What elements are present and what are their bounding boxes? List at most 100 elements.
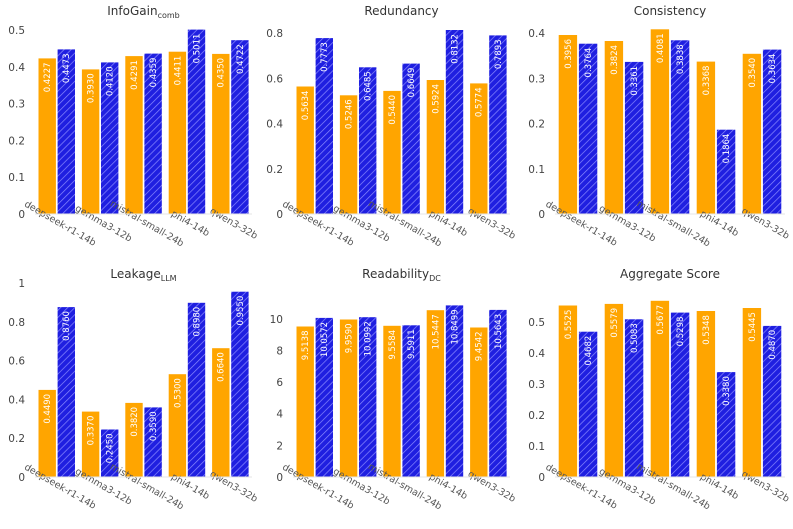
bar-value-label: 0.4359 bbox=[149, 58, 159, 88]
bar-value-label: 0.5677 bbox=[656, 305, 666, 335]
bar-series-b bbox=[101, 62, 119, 215]
y-tick-label: 0 bbox=[538, 472, 545, 484]
bar-series-a bbox=[650, 29, 670, 214]
bar-value-label: 0.4411 bbox=[173, 56, 183, 86]
bar-value-label: 0.3820 bbox=[130, 407, 140, 437]
bar-value-label: 0.7893 bbox=[494, 39, 504, 69]
bar-series-a bbox=[604, 41, 624, 214]
y-tick-label: 0.4 bbox=[8, 394, 25, 406]
bar-series-b bbox=[57, 307, 75, 477]
y-tick-label: 0 bbox=[276, 472, 283, 484]
y-tick-label: 0.1 bbox=[528, 164, 545, 176]
bar-series-b bbox=[359, 317, 377, 477]
bar-series-b bbox=[624, 319, 644, 477]
bar-series-b bbox=[670, 40, 690, 214]
bar-series-a bbox=[38, 58, 56, 215]
y-tick-label: 0.3 bbox=[8, 99, 25, 111]
bar-value-label: 0.4473 bbox=[62, 53, 72, 83]
bar-value-label: 10.5643 bbox=[494, 314, 504, 349]
y-tick-label: 8 bbox=[276, 345, 283, 357]
bar-value-label: 0.4490 bbox=[43, 394, 53, 424]
bar-series-a bbox=[742, 53, 762, 214]
y-tick-label: 0.8 bbox=[8, 317, 25, 329]
bar-value-label: 0.5525 bbox=[564, 310, 574, 340]
bar-value-label: 0.5924 bbox=[431, 84, 441, 114]
bar-value-label: 10.5447 bbox=[431, 314, 441, 349]
bar-value-label: 0.5298 bbox=[676, 317, 686, 347]
panel-title: Redundancy bbox=[364, 4, 438, 18]
bar-series-b bbox=[101, 429, 119, 477]
y-tick-label: 0.4 bbox=[266, 119, 283, 131]
bar-value-label: 0.5445 bbox=[748, 312, 758, 342]
y-tick-label: 0 bbox=[538, 209, 545, 221]
bar-value-label: 0.5774 bbox=[475, 87, 485, 117]
y-tick-label: 0.8 bbox=[266, 28, 283, 40]
bar-value-label: 0.1864 bbox=[722, 134, 732, 164]
bar-series-b bbox=[315, 38, 333, 214]
bar-value-label: 0.4291 bbox=[130, 60, 140, 90]
bar-series-b bbox=[489, 35, 507, 215]
bar-series-a bbox=[81, 69, 100, 215]
bar-value-label: 9.5584 bbox=[388, 330, 398, 360]
bar-series-b bbox=[144, 53, 162, 214]
bar-value-label: 0.9550 bbox=[236, 296, 246, 326]
bar-value-label: 0.4682 bbox=[584, 336, 594, 366]
bar-value-label: 0.5579 bbox=[610, 308, 620, 338]
y-tick-label: 0.4 bbox=[528, 348, 545, 360]
bar-value-label: 0.5083 bbox=[630, 323, 640, 353]
bar-value-label: 0.4722 bbox=[236, 44, 246, 74]
bar-series-a bbox=[558, 305, 578, 477]
bar-series-a bbox=[296, 326, 314, 477]
bar-series-b bbox=[57, 49, 75, 215]
bar-series-a bbox=[426, 310, 445, 477]
bar-series-b bbox=[762, 49, 782, 214]
bar-value-label: 0.5634 bbox=[301, 91, 311, 121]
bar-value-label: 0.3368 bbox=[702, 66, 712, 96]
bar-series-a bbox=[696, 311, 716, 477]
bar-series-b bbox=[315, 317, 333, 477]
bar-series-b bbox=[716, 129, 736, 214]
y-tick-label: 1 bbox=[18, 278, 25, 290]
bar-value-label: 0.4350 bbox=[217, 58, 227, 88]
y-tick-label: 0 bbox=[18, 209, 25, 221]
bar-series-b bbox=[231, 291, 249, 477]
y-tick-label: 2 bbox=[276, 440, 283, 452]
chart-panel-5: Aggregate Score 0 0.1 0.2 0.3 0.4 0.5 0.5525 0.4… bbox=[528, 267, 791, 512]
bar-value-label: 0.6640 bbox=[217, 352, 227, 382]
y-tick-label: 0.2 bbox=[8, 433, 25, 445]
bar-series-a bbox=[742, 308, 762, 477]
chart-panel-1: Redundancy00.20.40.60.80.56340.7773deeps… bbox=[266, 4, 517, 249]
bar-value-label: 0.7773 bbox=[320, 42, 330, 72]
bar-series-a bbox=[125, 56, 143, 214]
bar-series-b bbox=[402, 325, 420, 477]
bar-value-label: 0.8760 bbox=[62, 311, 72, 341]
bar-value-label: 0.5300 bbox=[173, 378, 183, 408]
panel-title: Aggregate Score bbox=[620, 267, 720, 281]
bar-value-label: 0.6485 bbox=[364, 71, 374, 101]
bar-series-a bbox=[81, 411, 100, 477]
panel-title: LeakageLLM bbox=[110, 267, 176, 283]
y-tick-label: 0.4 bbox=[528, 28, 545, 40]
y-tick-label: 0.3 bbox=[528, 379, 545, 391]
bar-series-a bbox=[383, 90, 401, 214]
y-tick-label: 0.5 bbox=[8, 25, 25, 37]
bar-series-b bbox=[144, 407, 162, 477]
bar-value-label: 0.3540 bbox=[748, 58, 758, 88]
y-tick-label: 10 bbox=[270, 314, 283, 326]
bar-series-a bbox=[470, 327, 488, 477]
y-tick-label: 0.6 bbox=[266, 73, 283, 85]
bar-series-b bbox=[762, 325, 782, 477]
y-tick-label: 0.2 bbox=[266, 164, 283, 176]
bar-series-a bbox=[212, 53, 230, 215]
panel-title: Consistency bbox=[634, 4, 707, 18]
y-tick-label: 6 bbox=[276, 377, 283, 389]
bar-series-a bbox=[383, 325, 401, 477]
bar-series-a bbox=[339, 95, 358, 214]
bar-series-a bbox=[296, 86, 314, 214]
bar-series-a bbox=[168, 51, 187, 215]
bar-value-label: 9.5138 bbox=[301, 331, 311, 361]
bar-value-label: 0.5246 bbox=[345, 99, 355, 129]
bar-value-label: 9.5911 bbox=[407, 329, 417, 359]
